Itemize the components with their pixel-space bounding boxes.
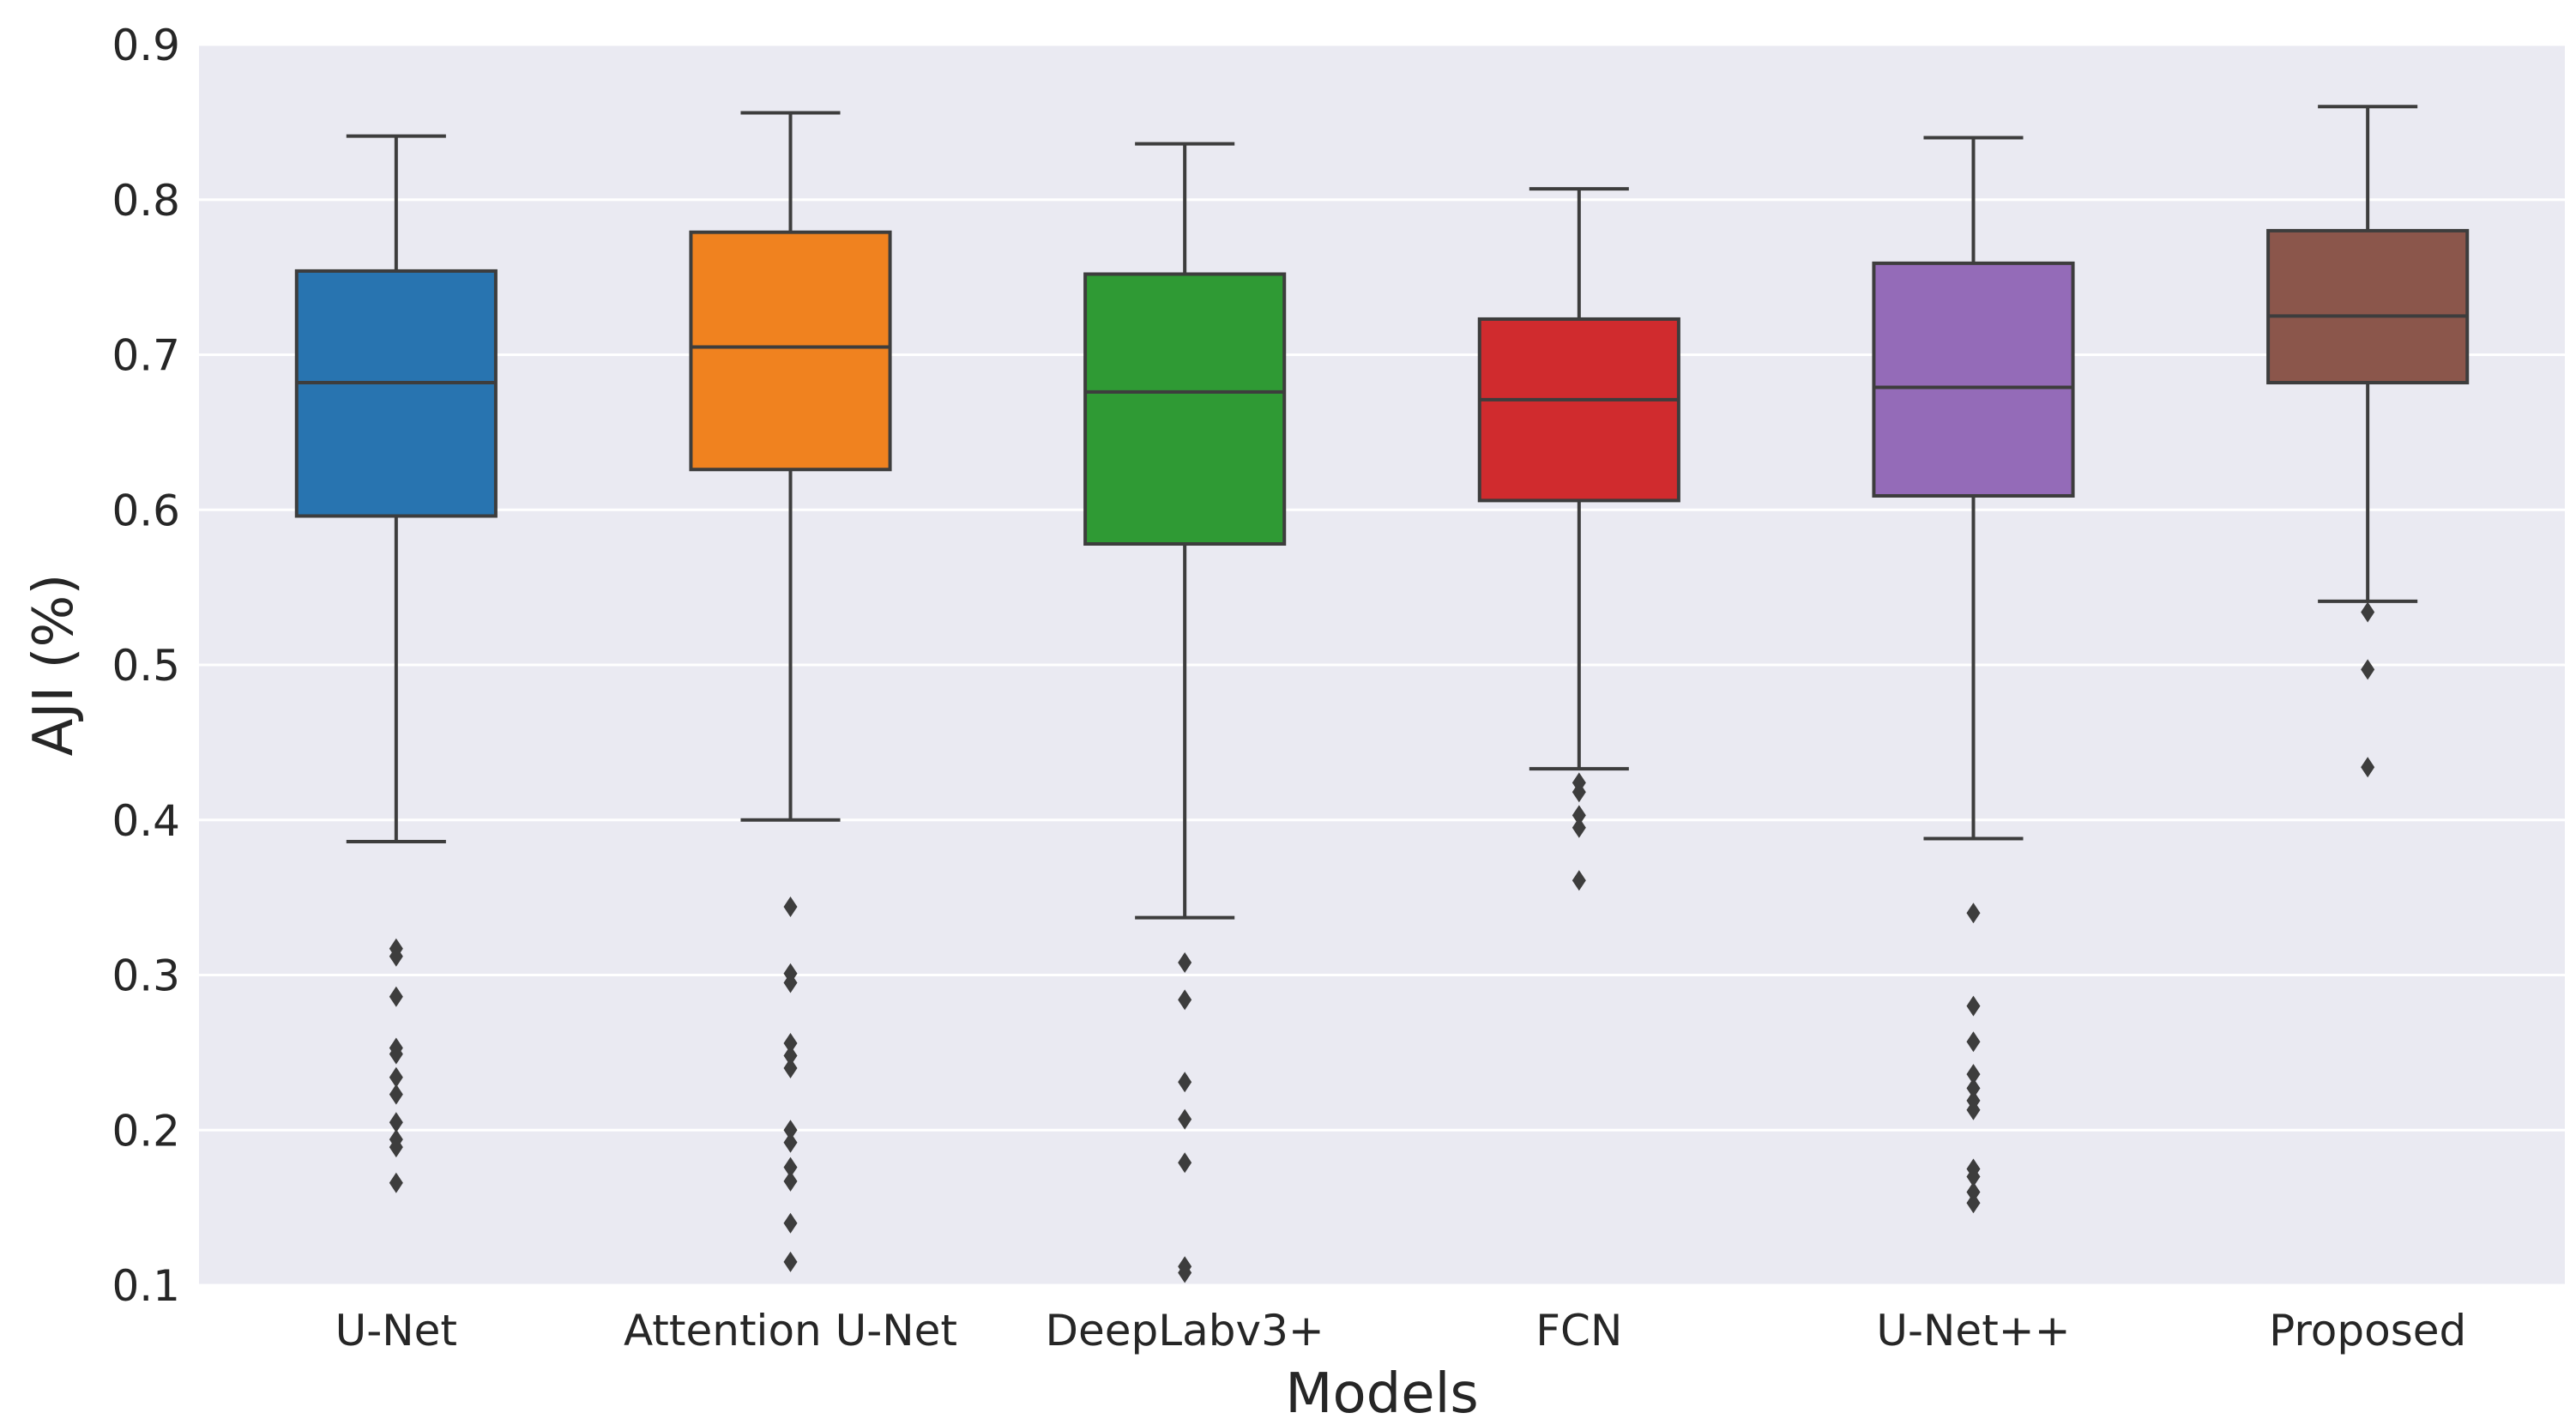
box-group xyxy=(294,134,498,1193)
outlier-point xyxy=(1966,903,1981,924)
outlier-point xyxy=(783,1170,798,1192)
outlier-point xyxy=(1178,989,1192,1011)
y-tick-label: 0.1 xyxy=(112,1261,180,1311)
outlier-point xyxy=(783,1033,798,1054)
outlier-point xyxy=(1966,1064,1981,1085)
outlier-point xyxy=(783,1251,798,1272)
outlier-point xyxy=(783,896,798,917)
outlier-point xyxy=(2361,659,2375,680)
x-tick-label: U-Net++ xyxy=(1876,1306,2070,1356)
x-tick-label: Proposed xyxy=(2269,1306,2466,1356)
x-tick-label: U-Net xyxy=(335,1306,457,1356)
outlier-point xyxy=(1966,1166,1981,1187)
box-iqr xyxy=(1477,317,1680,503)
box-group xyxy=(2266,105,2470,778)
outlier-point xyxy=(783,972,798,993)
box-group xyxy=(1477,187,1680,891)
outlier-point xyxy=(2361,757,2375,778)
box-iqr xyxy=(1872,261,2075,498)
outlier-point xyxy=(389,986,403,1007)
grid-lines xyxy=(199,43,2565,1287)
box-iqr xyxy=(2266,228,2470,385)
outlier-point xyxy=(1966,1181,1981,1203)
x-tick-label: DeepLabv3+ xyxy=(1046,1306,1324,1356)
outlier-point xyxy=(2361,601,2375,623)
outlier-point xyxy=(1178,1152,1192,1174)
y-tick-label: 0.6 xyxy=(112,486,180,535)
y-tick-label: 0.4 xyxy=(112,796,180,846)
box-iqr xyxy=(689,230,892,472)
outlier-point xyxy=(389,945,403,967)
box-group xyxy=(689,111,892,1272)
outlier-point xyxy=(389,1137,403,1158)
outlier-point xyxy=(1966,1099,1981,1120)
outlier-point xyxy=(1572,782,1586,803)
y-tick-label: 0.9 xyxy=(112,21,180,70)
y-tick-label: 0.3 xyxy=(112,951,180,1001)
y-tick-label: 0.7 xyxy=(112,331,180,381)
outlier-point xyxy=(783,1212,798,1234)
outlier-point xyxy=(1178,1262,1192,1283)
outlier-point xyxy=(783,1120,798,1141)
y-tick-label: 0.5 xyxy=(112,641,180,691)
box-iqr xyxy=(1083,272,1287,546)
y-axis-ticks: 0.1 0.2 0.3 0.4 0.5 0.6 0.7 0.8 0.9 xyxy=(112,21,180,1311)
outlier-point xyxy=(1178,1108,1192,1130)
outlier-point xyxy=(389,1043,403,1065)
x-axis-ticks: U-Net Attention U-Net DeepLabv3+ FCN U-Net++… xyxy=(335,1306,2467,1356)
outlier-point xyxy=(1966,1193,1981,1214)
boxes xyxy=(294,105,2470,1283)
outlier-point xyxy=(1966,1078,1981,1099)
box-group xyxy=(1872,136,2075,1214)
outlier-point xyxy=(389,1172,403,1193)
outlier-point xyxy=(1572,870,1586,891)
y-tick-label: 0.8 xyxy=(112,176,180,226)
outlier-point xyxy=(1178,952,1192,974)
outlier-point xyxy=(389,1066,403,1088)
outlier-point xyxy=(783,1132,798,1153)
outlier-point xyxy=(783,1045,798,1066)
outlier-point xyxy=(1178,1072,1192,1093)
outlier-point xyxy=(1966,1031,1981,1053)
outlier-point xyxy=(1572,805,1586,826)
outlier-point xyxy=(1966,995,1981,1017)
x-tick-label: Attention U-Net xyxy=(624,1306,957,1356)
box-group xyxy=(1083,142,1287,1283)
outlier-point xyxy=(389,1084,403,1105)
box-iqr xyxy=(294,269,498,518)
outlier-point xyxy=(783,1057,798,1078)
outlier-point xyxy=(1572,817,1586,838)
y-axis-label: AJI (%) xyxy=(22,574,86,757)
outlier-point xyxy=(389,1112,403,1133)
x-tick-label: FCN xyxy=(1535,1306,1622,1356)
x-axis-label: Models xyxy=(1285,1362,1479,1425)
y-tick-label: 0.2 xyxy=(112,1106,180,1156)
outlier-point xyxy=(783,1156,798,1178)
